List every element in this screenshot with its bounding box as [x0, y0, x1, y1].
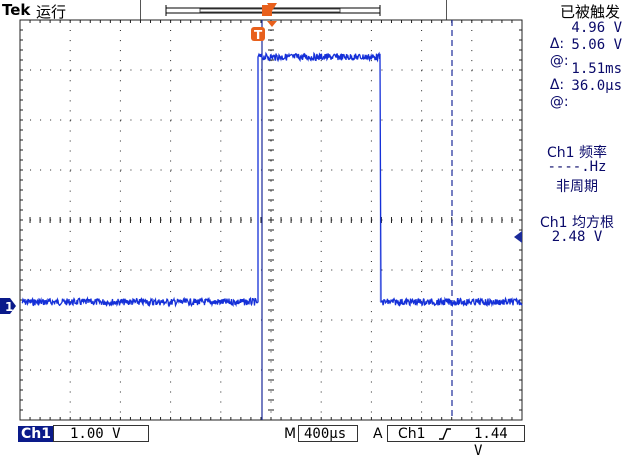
cursor-t-at: @: — [549, 94, 569, 110]
top-status-bar: Tek 运行 已被触发 — [0, 0, 626, 21]
separator — [446, 0, 447, 20]
ch1-marker-label: 1 — [5, 300, 13, 314]
trigger-mode: A — [373, 426, 383, 442]
ch1-waveform — [21, 51, 523, 308]
cursor-v-at: @: — [549, 53, 569, 69]
timebase-value[interactable]: 400µs — [298, 425, 358, 442]
cursor-t-at-value: 36.0µs — [571, 78, 622, 94]
trigger-position-marker[interactable]: T — [250, 1, 284, 43]
run-state[interactable]: 运行 — [36, 3, 67, 21]
rms-value: 2.48 V — [551, 229, 603, 245]
trigger-readout[interactable]: Ch1 1.44 V — [387, 425, 525, 459]
cursor-t-delta-value: 1.51ms — [571, 61, 622, 77]
separator — [140, 0, 141, 20]
cursor-v-delta-value: 4.96 V — [571, 20, 622, 36]
freq-note: 非周期 — [556, 179, 598, 195]
ch1-badge[interactable]: Ch1 — [18, 426, 54, 442]
cursor-v-delta: Δ: — [549, 36, 565, 52]
trigger-level-marker[interactable] — [512, 231, 522, 243]
cursor-t-delta: Δ: — [549, 77, 565, 93]
ch1-ground-marker[interactable]: 1 — [0, 298, 16, 314]
brand-logo: Tek — [2, 1, 31, 19]
cursor-v-at-value: 5.06 V — [571, 37, 622, 53]
trigger-source: Ch1 — [398, 426, 426, 442]
readout-panel: Δ: 4.96 V @: 5.06 V Δ: 1.51ms @: 36.0µs … — [528, 18, 626, 418]
ch1-scale[interactable]: 1.00 V — [53, 425, 149, 442]
trigger-level: 1.44 V — [474, 426, 508, 459]
timebase-label: M — [284, 426, 297, 442]
bottom-status-bar: Ch1 1.00 V M 400µs A Ch1 1.44 V — [0, 424, 626, 459]
trigger-state: 已被触发 — [559, 3, 620, 21]
rising-edge-icon — [439, 428, 451, 440]
trigger-marker-label: T — [254, 28, 263, 42]
rms-title: Ch1 均方根 — [539, 215, 614, 231]
freq-title: Ch1 频率 — [546, 145, 607, 161]
waveform-display[interactable] — [0, 0, 626, 444]
freq-value: ----.Hz — [547, 159, 607, 175]
